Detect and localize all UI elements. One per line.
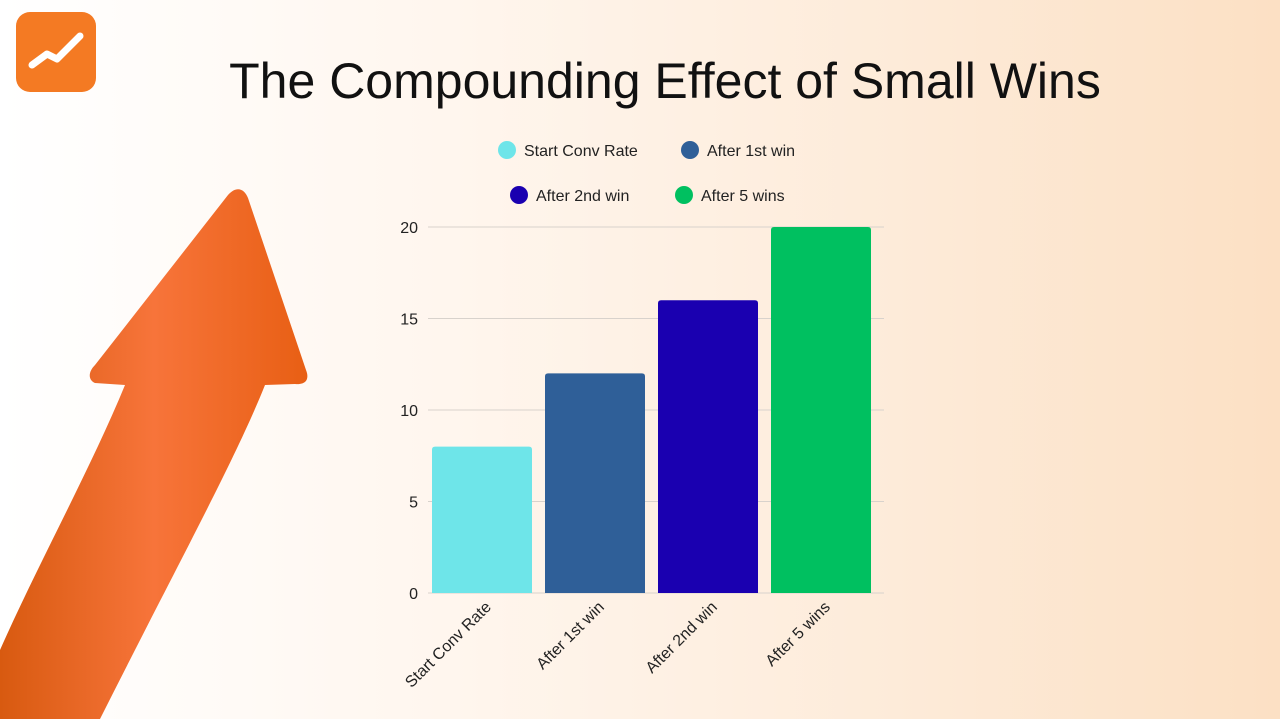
x-tick-label: After 1st win — [534, 599, 608, 673]
legend-swatch — [510, 186, 528, 204]
legend-label: After 2nd win — [536, 188, 629, 205]
bar — [432, 446, 532, 593]
legend-swatch — [498, 141, 516, 159]
legend-label: After 1st win — [707, 143, 795, 160]
y-tick-label: 15 — [400, 312, 418, 329]
y-tick-label: 0 — [409, 586, 418, 603]
legend-swatch — [681, 141, 699, 159]
logo — [16, 12, 96, 92]
upward-arrow-icon — [0, 189, 308, 719]
x-tick-label: After 2nd win — [643, 599, 721, 677]
legend-label: After 5 wins — [701, 188, 785, 205]
legend-swatch — [675, 186, 693, 204]
trending-up-icon — [28, 32, 84, 69]
y-tick-label: 20 — [400, 220, 418, 237]
page-title: The Compounding Effect of Small Wins — [229, 53, 1101, 109]
bar — [771, 227, 871, 593]
bar — [658, 300, 758, 593]
x-tick-label: After 5 wins — [763, 599, 834, 670]
bar — [545, 373, 645, 593]
y-tick-label: 10 — [400, 403, 418, 420]
legend-label: Start Conv Rate — [524, 143, 638, 160]
x-tick-label: Start Conv Rate — [402, 599, 495, 692]
y-tick-label: 5 — [409, 495, 418, 512]
